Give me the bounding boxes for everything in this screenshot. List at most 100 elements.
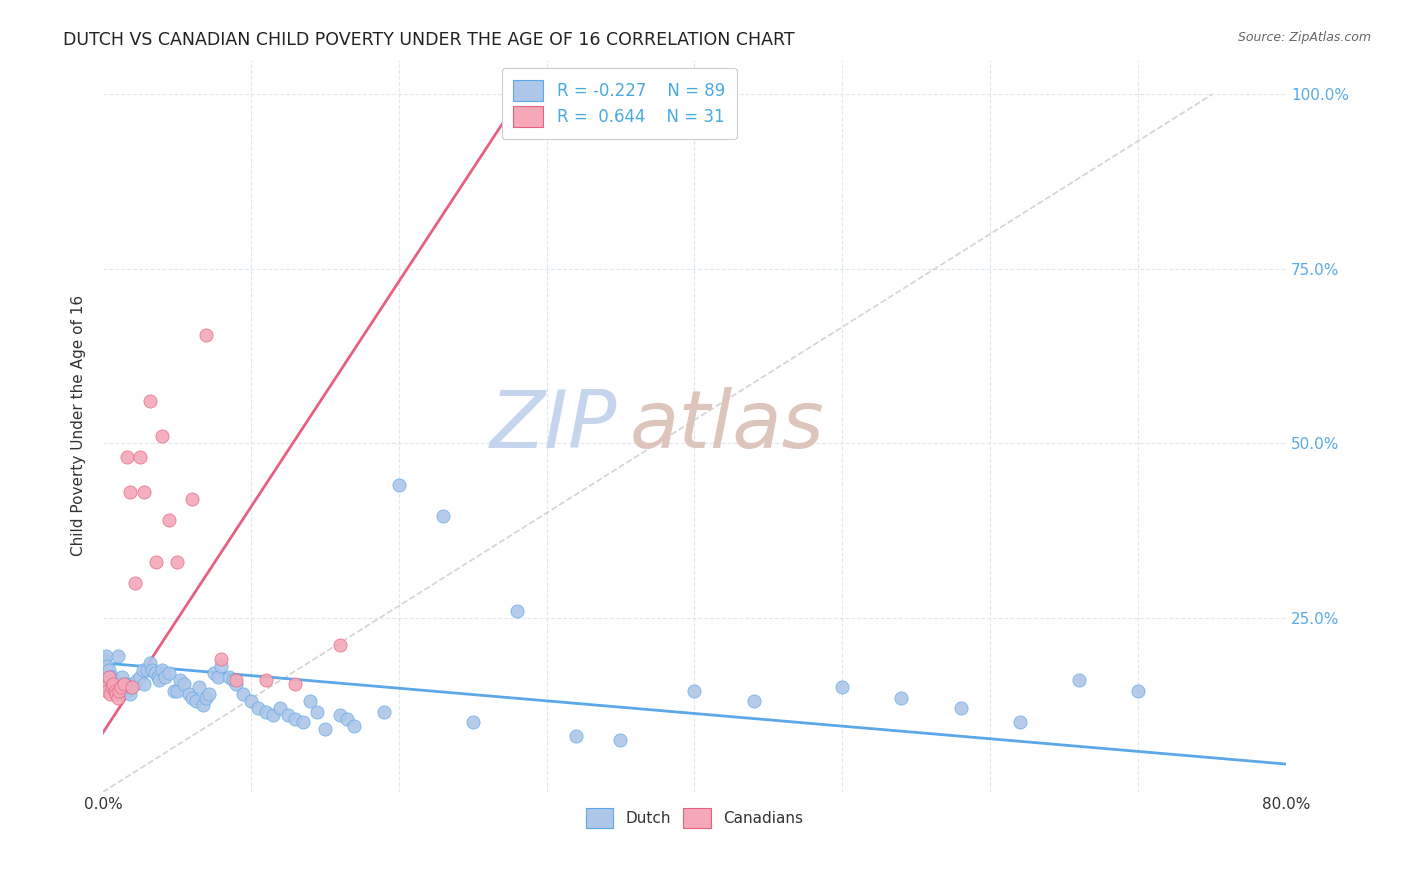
Point [139, 394, 162, 409]
Point [232, 687, 254, 701]
Point [247, 701, 270, 715]
Point [314, 722, 336, 736]
Point [103, 677, 125, 691]
Point [254, 673, 277, 688]
Point [120, 681, 142, 695]
Point [139, 656, 162, 670]
Point [169, 673, 191, 688]
Point [104, 683, 127, 698]
Point [136, 663, 159, 677]
Point [110, 677, 132, 691]
Point [111, 670, 134, 684]
Point [134, 485, 156, 500]
Point [277, 708, 299, 723]
Point [105, 687, 128, 701]
Point [506, 95, 529, 109]
Point [128, 670, 150, 684]
Point [105, 683, 128, 698]
Point [97, 663, 120, 677]
Point [565, 729, 588, 743]
Point [107, 690, 129, 705]
Point [141, 663, 163, 677]
Point [98, 687, 121, 701]
Point [188, 681, 211, 695]
Point [831, 681, 853, 695]
Point [107, 648, 129, 663]
Point [742, 694, 765, 708]
Point [98, 670, 121, 684]
Point [112, 677, 135, 691]
Point [143, 666, 166, 681]
Y-axis label: Child Poverty Under the Age of 16: Child Poverty Under the Age of 16 [72, 295, 86, 557]
Point [105, 677, 128, 691]
Point [121, 681, 143, 695]
Point [180, 690, 202, 705]
Point [432, 509, 454, 524]
Point [177, 687, 200, 701]
Point [184, 694, 207, 708]
Point [108, 683, 131, 698]
Point [94, 648, 117, 663]
Point [328, 639, 350, 653]
Point [150, 663, 173, 677]
Point [104, 677, 127, 691]
Point [103, 673, 125, 688]
Point [1126, 683, 1149, 698]
Point [159, 666, 181, 681]
Point [103, 681, 125, 695]
Point [96, 683, 118, 698]
Point [373, 705, 395, 719]
Point [195, 328, 218, 343]
Point [180, 491, 202, 506]
Point [159, 513, 181, 527]
Point [343, 719, 366, 733]
Legend: Dutch, Canadians: Dutch, Canadians [578, 801, 811, 836]
Point [134, 677, 156, 691]
Point [124, 575, 146, 590]
Point [173, 677, 195, 691]
Point [112, 677, 135, 691]
Point [118, 687, 141, 701]
Point [1067, 673, 1090, 688]
Point [114, 681, 136, 695]
Point [269, 701, 291, 715]
Point [132, 663, 155, 677]
Point [107, 677, 129, 691]
Point [461, 715, 484, 730]
Point [195, 690, 218, 705]
Point [96, 670, 118, 684]
Point [298, 694, 321, 708]
Point [166, 555, 188, 569]
Point [193, 698, 215, 712]
Point [124, 677, 146, 691]
Point [148, 673, 170, 688]
Point [94, 681, 117, 695]
Point [284, 677, 307, 691]
Point [307, 705, 329, 719]
Point [683, 683, 706, 698]
Point [166, 683, 188, 698]
Point [284, 712, 307, 726]
Point [222, 673, 245, 688]
Point [108, 683, 131, 698]
Point [262, 708, 284, 723]
Point [145, 555, 167, 569]
Point [93, 652, 115, 666]
Point [291, 715, 314, 730]
Point [207, 670, 229, 684]
Text: DUTCH VS CANADIAN CHILD POVERTY UNDER THE AGE OF 16 CORRELATION CHART: DUTCH VS CANADIAN CHILD POVERTY UNDER TH… [63, 31, 794, 49]
Text: Source: ZipAtlas.com: Source: ZipAtlas.com [1237, 31, 1371, 45]
Point [209, 659, 232, 673]
Point [218, 670, 240, 684]
Point [150, 429, 173, 443]
Point [336, 712, 359, 726]
Point [115, 677, 138, 691]
Point [101, 677, 124, 691]
Point [121, 677, 143, 691]
Point [97, 670, 120, 684]
Text: atlas: atlas [630, 387, 824, 465]
Point [609, 732, 631, 747]
Point [118, 485, 141, 500]
Point [153, 670, 176, 684]
Point [125, 673, 148, 688]
